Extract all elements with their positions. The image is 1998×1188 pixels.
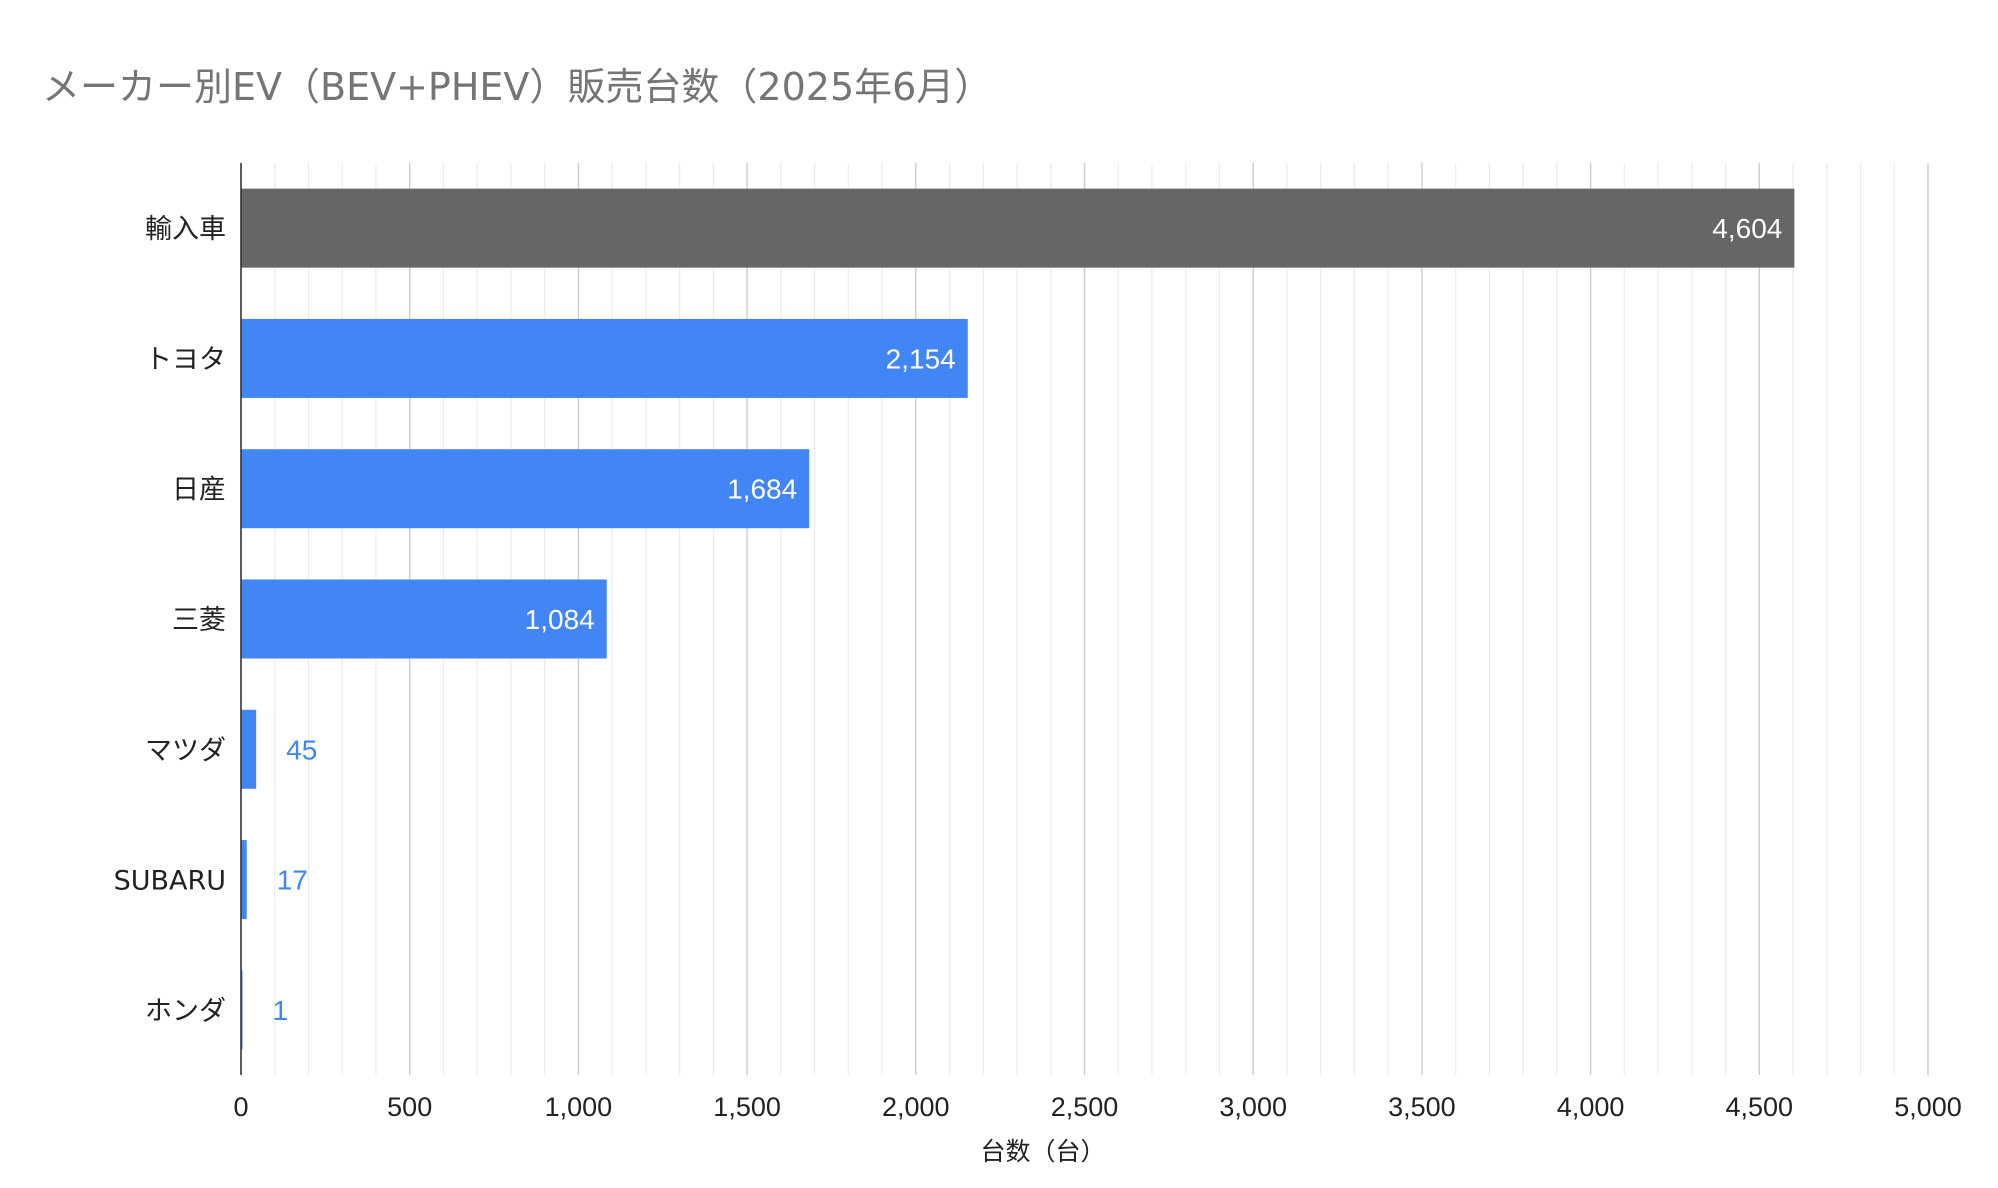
bar: [241, 709, 257, 789]
x-tick-label: 500: [387, 1092, 432, 1122]
bar: [241, 579, 607, 659]
chart-title: メーカー別EV（BEV+PHEV）販売台数（2025年6月）: [42, 65, 993, 109]
bar: [241, 840, 247, 920]
category-label: ホンダ: [145, 996, 226, 1027]
data-label: 45: [286, 734, 317, 765]
data-label: 1,684: [727, 474, 797, 505]
category-label: 日産: [172, 475, 226, 506]
bar: [241, 188, 1795, 268]
category-label: トヨタ: [145, 344, 226, 375]
data-label: 2,154: [886, 343, 956, 374]
category-label: 輸入車: [145, 214, 226, 245]
x-tick-label: 4,500: [1726, 1092, 1794, 1122]
x-tick-label: 4,000: [1557, 1092, 1625, 1122]
category-label: マツダ: [145, 735, 226, 766]
x-tick-label: 0: [233, 1092, 248, 1122]
bar: [241, 318, 968, 398]
bars: 4,604 2,154 1,684 1,084 45 17 1: [241, 188, 1795, 1050]
data-label: 1,084: [525, 604, 595, 635]
data-label: 17: [277, 865, 308, 896]
x-tick-label: 1,500: [713, 1092, 781, 1122]
axes: 0 500 1,000 1,500 2,000 2,500 3,000 3,500 4,000 4…: [114, 163, 1962, 1122]
data-label: 4,604: [1712, 213, 1782, 244]
x-tick-label: 3,000: [1219, 1092, 1287, 1122]
category-label: 三菱: [172, 605, 226, 636]
x-tick-label: 1,000: [545, 1092, 613, 1122]
bar: [241, 449, 810, 529]
grid-lines: [274, 163, 1929, 1075]
x-tick-label: 5,000: [1894, 1092, 1962, 1122]
x-axis-title: 台数（台）: [980, 1137, 1105, 1166]
category-label: SUBARU: [114, 866, 226, 897]
data-label: 1: [273, 995, 289, 1026]
x-tick-label: 2,000: [882, 1092, 950, 1122]
x-tick-label: 3,500: [1388, 1092, 1456, 1122]
x-tick-label: 2,500: [1051, 1092, 1119, 1122]
